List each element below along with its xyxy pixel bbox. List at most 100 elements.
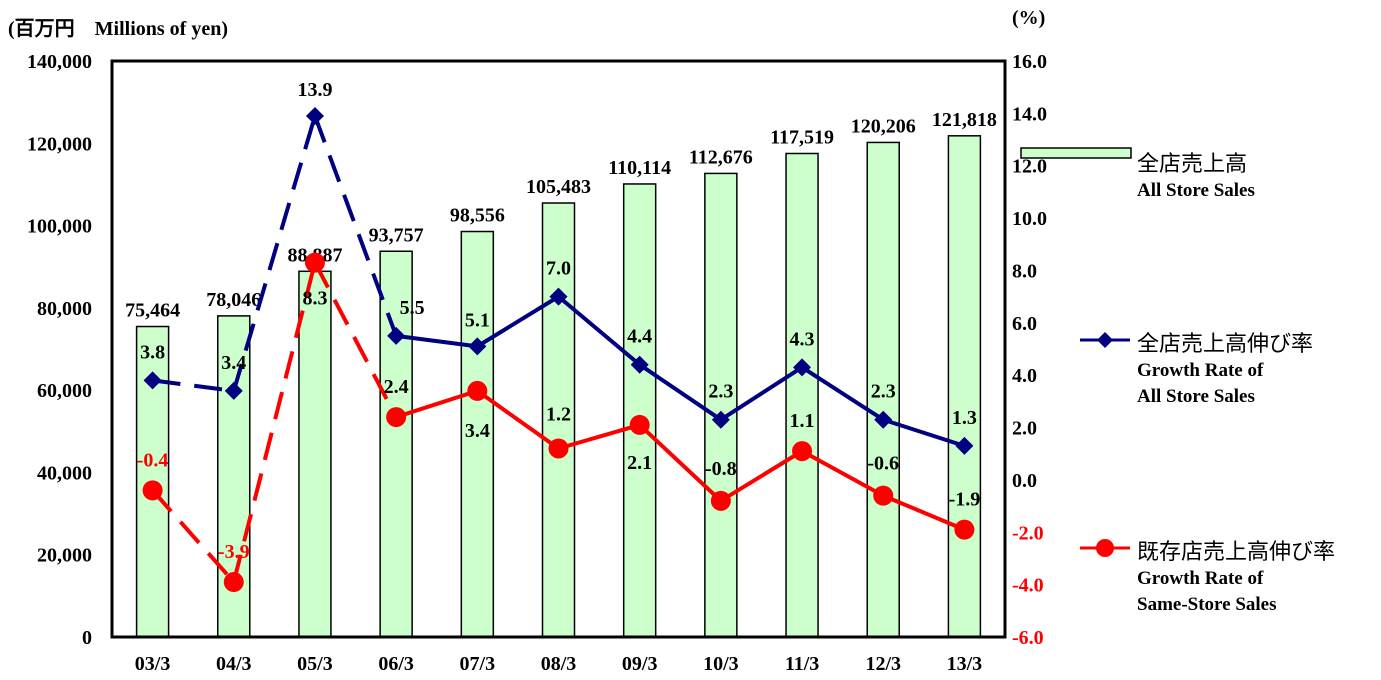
left-tick-label: 100,000 [27,216,92,238]
bar [866,141,900,638]
bar [785,152,819,638]
growth-same-value-label: -1.9 [949,489,981,511]
right-tick-label: 4.0 [1012,365,1037,387]
left-tick-label: 20,000 [37,545,92,567]
right-tick-label: 0.0 [1012,470,1037,492]
growth-all-marker [224,381,243,400]
growth-same-value-label: 2.4 [384,376,409,398]
left-tick-label: 0 [82,627,92,649]
bar [460,230,495,638]
growth-all-value-label: 2.3 [871,381,896,403]
growth-same-marker [873,485,894,506]
left-axis-ticks: 0 20,000 40,000 60,000 80,000 100,000 120,000 1… [27,51,92,649]
growth-all-value-label: 3.8 [140,341,165,363]
legend-label-en: Same-Store Sales [1137,594,1277,615]
growth-same-marker [792,441,813,462]
growth-same-value-label: -0.4 [137,449,169,471]
left-tick-label: 80,000 [37,298,92,320]
growth-all-segment [395,333,478,349]
bar-value-label: 105,483 [526,176,591,198]
right-axis-ticks: -6.0 -4.0 -2.0 0.0 2.0 4.0 6.0 8.0 10.0 12.0 14.0 1… [1012,51,1047,649]
right-tick-label: -6.0 [1012,627,1044,649]
line-value-labels: 3.8 3.4 13.9 5.5 5.1 7.0 4.4 2.3 4.3 2.3 1.3 -0.4 -3… [137,79,980,563]
legend-label-en: All Store Sales [1137,386,1255,407]
growth-all-value-label: 1.3 [952,407,977,429]
growth-same-marker [629,414,650,435]
x-tick-label: 06/3 [378,653,414,675]
right-axis-title: (%) [1012,7,1045,29]
growth-same-marker [467,380,488,401]
growth-same-segment [638,423,723,503]
growth-same-segment [313,261,398,419]
growth-same-segment [151,489,236,584]
x-tick-label: 13/3 [947,653,983,675]
legend-label-jp: 全店売上高伸び率 [1137,332,1314,357]
growth-same-segment [395,388,478,419]
x-tick-label: 10/3 [703,653,739,675]
left-tick-label: 60,000 [37,380,92,402]
x-axis-labels: 03/3 04/3 05/3 06/3 07/3 08/3 09/3 10/3 11/3 12/3… [135,653,982,675]
growth-all-value-label: 4.3 [790,328,815,350]
growth-same-marker [304,252,325,273]
legend-growth-same: 既存店売上高伸び率 Growth Rate of Same-Store Sale… [1137,534,1335,618]
growth-all-value-label: 2.3 [708,381,733,403]
x-tick-label: 09/3 [622,653,658,675]
growth-all-value-label: 7.0 [546,258,571,280]
left-tick-label: 40,000 [37,462,92,484]
growth-same-segment [476,389,560,451]
growth-same-segment [231,262,317,583]
growth-same-value-label: 3.4 [465,420,490,442]
plot-frame [110,59,1007,639]
growth-all-value-label: 5.5 [400,297,425,319]
growth-all-value-label: 4.4 [627,326,652,348]
growth-same-marker [386,407,407,428]
bar [298,270,332,638]
growth-all-segment [557,295,641,367]
growth-all-marker [549,287,568,306]
right-tick-label: 6.0 [1012,313,1037,335]
growth-same-value-label: -0.6 [867,453,899,475]
left-axis-title: (百万円 Millions of yen) [8,18,228,40]
legend-all-store-sales: 全店売上高 All Store Sales [1137,146,1255,204]
growth-same-value-label: -0.8 [705,458,737,480]
growth-same-marker [223,572,244,593]
bar [704,172,738,638]
x-tick-label: 12/3 [865,653,901,675]
legend-label-en: Growth Rate of [1137,568,1264,589]
right-tick-label: 10.0 [1012,208,1047,230]
x-tick-label: 11/3 [785,653,819,675]
bar [947,135,982,638]
x-tick-label: 05/3 [297,653,333,675]
growth-all-segment [152,378,235,393]
growth-all-value-label: 3.4 [221,352,246,374]
growth-all-marker [468,337,487,356]
legend-markers [1020,147,1132,557]
line-series [142,106,975,593]
right-tick-label: 16.0 [1012,51,1047,73]
growth-same-value-label: -3.9 [218,541,250,563]
bar [622,183,657,638]
legend-growth-all: 全店売上高伸び率 Growth Rate of All Store Sales [1137,326,1313,410]
right-tick-label: 14.0 [1012,103,1047,125]
growth-same-value-label: 1.1 [790,410,815,432]
growth-same-segment [801,449,885,498]
bar [541,202,576,638]
bar-value-label: 117,519 [770,126,834,148]
growth-all-segment [800,365,885,422]
growth-all-marker [711,410,730,429]
right-tick-label: -4.0 [1012,575,1044,597]
growth-all-marker [793,358,812,377]
growth-all-marker [874,410,893,429]
growth-same-segment [557,423,641,451]
growth-all-segment [231,115,317,392]
legend-label-en: All Store Sales [1137,180,1255,201]
growth-same-value-label: 1.2 [546,403,571,425]
legend-bar-swatch [1020,147,1132,159]
growth-all-segment [313,115,399,337]
growth-same-segment [882,493,966,532]
growth-all-marker [305,106,324,125]
right-tick-label: 12.0 [1012,156,1047,178]
bar-series [135,135,982,638]
bar-value-label: 112,676 [689,146,753,168]
growth-same-marker [954,519,975,540]
